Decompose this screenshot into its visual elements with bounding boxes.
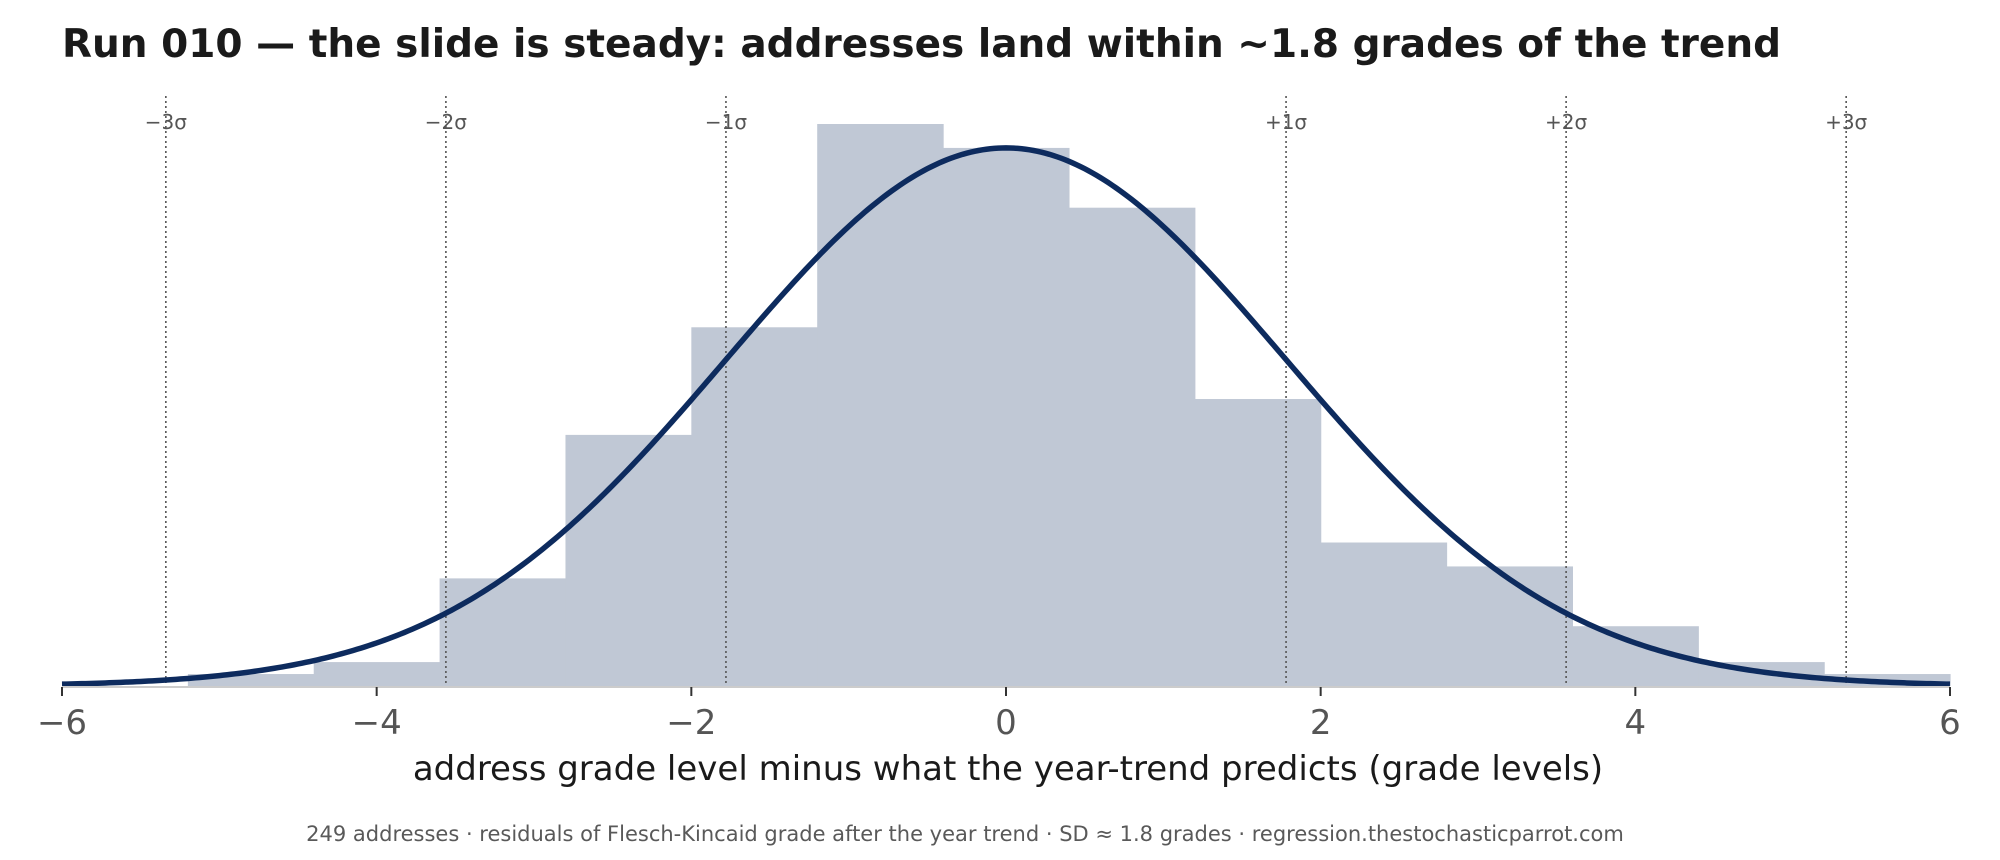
normal-curve: [61, 145, 1951, 687]
sigma-label: +1σ: [1265, 110, 1307, 134]
x-tick-label: −6: [37, 703, 87, 743]
histogram-bar: [1320, 542, 1448, 686]
x-tick-label: −4: [352, 703, 402, 743]
histogram-bar: [187, 674, 315, 686]
sigma-label: −1σ: [705, 110, 747, 134]
sigma-reference-lines: −3σ −2σ −1σ +1σ +2σ +3σ: [145, 96, 1868, 686]
chart-footnote: 249 addresses · residuals of Flesch-Kinc…: [306, 822, 1624, 846]
histogram-bars: [187, 124, 1951, 686]
x-tick-label: 0: [995, 703, 1017, 743]
histogram-bar: [1194, 399, 1322, 686]
histogram-bar: [943, 147, 1070, 686]
x-tick-label: 6: [1939, 703, 1961, 743]
histogram-bar: [439, 578, 567, 686]
x-tick-label: 2: [1310, 703, 1332, 743]
x-axis-label: address grade level minus what the year-…: [413, 749, 1603, 789]
histogram-bar: [1068, 207, 1196, 686]
histogram-bar: [565, 434, 692, 686]
histogram-bar: [313, 662, 441, 686]
sigma-label: +2σ: [1545, 110, 1587, 134]
x-tick-label: −2: [666, 703, 716, 743]
chart-title: Run 010 — the slide is steady: addresses…: [62, 22, 1782, 67]
sigma-label: −2σ: [425, 110, 467, 134]
histogram-bar: [1446, 566, 1573, 686]
histogram-bar: [691, 327, 818, 686]
x-axis-ticks: −6 −4 −2 0 2 4 6: [37, 687, 1961, 743]
x-tick-label: 4: [1625, 703, 1647, 743]
sigma-label: −3σ: [145, 110, 187, 134]
histogram-bar: [817, 124, 944, 686]
sigma-label: +3σ: [1825, 110, 1867, 134]
